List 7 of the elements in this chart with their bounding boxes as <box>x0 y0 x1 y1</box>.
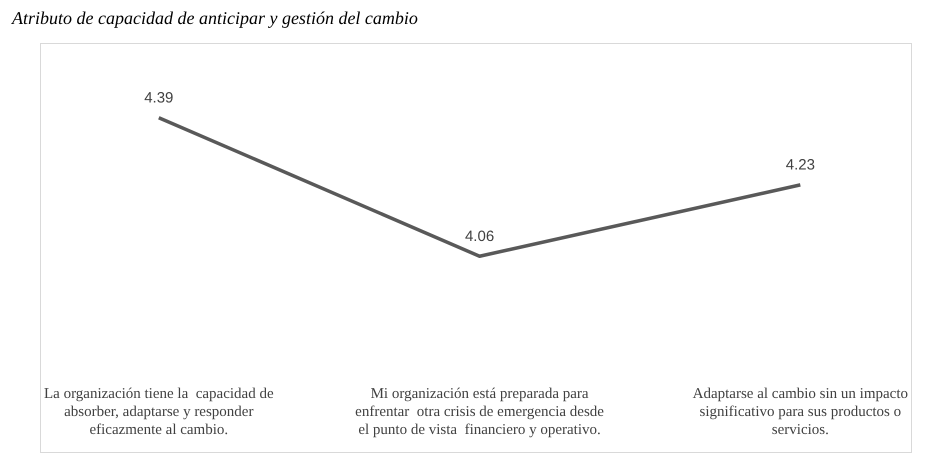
data-label: 4.06 <box>464 228 494 245</box>
x-tick-label: La organización tiene la capacidad de absorber, adaptarse y responder eficazmente al cambio. <box>44 386 274 438</box>
x-tick-label: Mi organización está preparada para enfrentar otra crisis de emergencia desde el punto de vista financiero y operativo. <box>355 386 604 438</box>
data-label: 4.39 <box>144 89 174 106</box>
data-label: 4.23 <box>786 156 815 174</box>
x-tick-label: Adaptarse al cambio sin un impacto significativo para sus productos o servicios. <box>692 386 908 438</box>
chart-title: Atributo de capacidad de anticipar y gestión del cambio <box>12 8 419 29</box>
